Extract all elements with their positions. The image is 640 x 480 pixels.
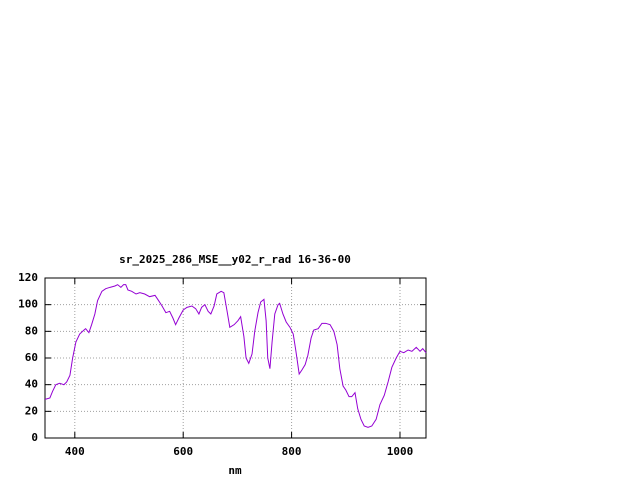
y-tick-label: 120	[18, 271, 38, 284]
y-tick-label: 40	[25, 378, 38, 391]
plot-border	[44, 277, 427, 439]
x-axis-label: nm	[228, 464, 242, 477]
y-tick-label: 0	[31, 431, 38, 444]
x-tick-label: 400	[65, 445, 85, 458]
x-tick-label: 800	[282, 445, 302, 458]
x-tick-label: 600	[173, 445, 193, 458]
y-tick-label: 80	[25, 324, 38, 337]
y-tick-label: 60	[25, 351, 38, 364]
y-tick-label: 100	[18, 298, 38, 311]
y-tick-label: 20	[25, 404, 38, 417]
chart-title: sr_2025_286_MSE__y02_r_rad 16-36-00	[119, 253, 351, 266]
data-line	[44, 284, 427, 428]
x-tick-label: 1000	[387, 445, 414, 458]
